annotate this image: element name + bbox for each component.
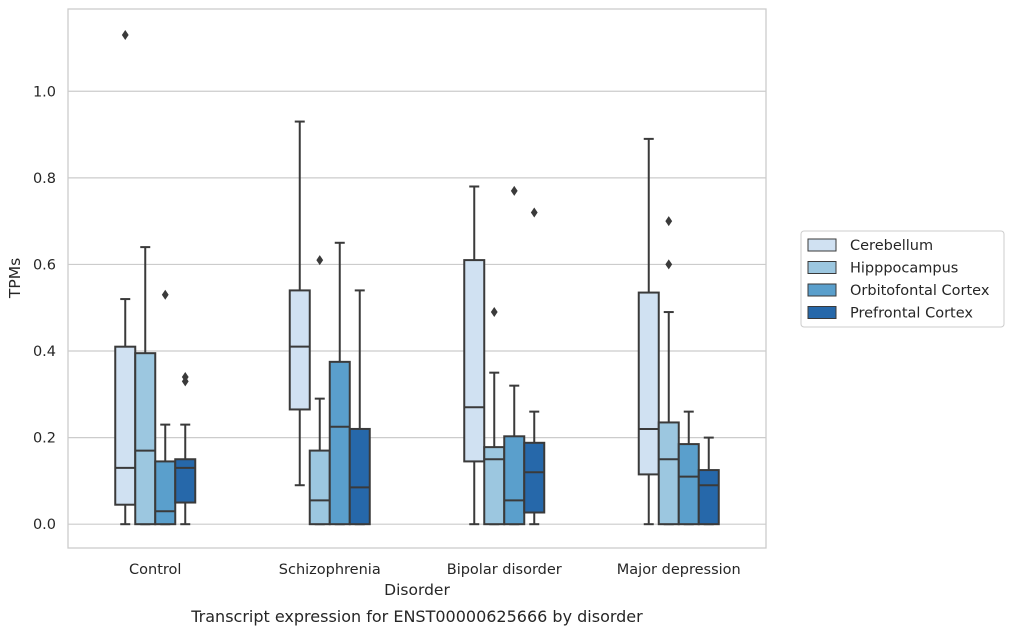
x-tick-label: Major depression [617,562,741,578]
plot-frame [67,8,767,549]
box-group [174,371,197,526]
legend-swatch [807,283,837,297]
legend-swatch [807,261,837,274]
x-tick-label: Bipolar disorder [447,562,562,578]
outlier-point [665,216,673,227]
boxes [114,29,720,526]
box-iqr [154,460,177,526]
y-tick-label: 1.0 [33,84,56,100]
box-group [288,120,311,487]
y-tick-label: 0.6 [33,257,56,273]
x-tick-labels: Control Schizophrenia Bipolar disorder Majo… [129,562,741,578]
y-tick-label: 0.0 [33,517,56,533]
box-iqr [308,449,331,526]
box-group [308,255,331,526]
box-group [637,137,660,526]
box-group [657,216,680,526]
outlier-point [121,29,129,40]
box-group [523,207,546,526]
box-group [697,436,720,526]
y-tick-label: 0.8 [33,171,56,187]
x-tick-label: Control [129,562,181,578]
box-group [328,241,351,526]
y-axis-title: TPMs [6,258,24,299]
outlier-point [530,207,538,218]
outlier-point [181,371,189,382]
box-iqr [174,458,197,504]
box-iqr [134,352,157,526]
box-group [154,289,177,526]
box-iqr [288,289,311,411]
box-iqr [697,469,720,526]
legend-label: Hipppocampus [850,261,958,277]
box-group [677,410,700,526]
y-tick-label: 0.2 [33,431,56,447]
legend-label: Orbitofontal Cortex [850,283,990,299]
x-tick-label: Schizophrenia [279,562,381,578]
box-group [348,289,371,526]
box-group [463,185,486,526]
outlier-point [161,289,169,300]
box-iqr [657,421,680,526]
box-group [134,246,157,526]
box-iqr [114,345,137,506]
legend-swatch [807,238,837,252]
chart-caption: Transcript expression for ENST0000062566… [190,607,643,626]
y-tick-label: 0.4 [33,344,56,360]
box-iqr [637,291,660,476]
box-iqr [677,443,700,526]
y-tick-labels: 0.0 0.2 0.4 0.6 0.8 1.0 [33,84,56,533]
outlier-point [665,259,673,270]
box-iqr [328,360,351,526]
legend-label: Cerebellum [850,238,933,254]
legend: Cerebellum Hipppocampus Orbitofontal Corte… [800,230,1005,328]
box-iqr [348,427,371,526]
legend-label: Prefrontal Cortex [850,306,973,322]
box-iqr [503,435,526,526]
x-axis-title: Disorder [384,581,450,599]
outlier-point [316,255,324,266]
box-iqr [523,441,546,514]
legend-swatch [807,306,837,319]
outlier-point [490,307,498,318]
legend-frame [800,230,1005,328]
box-iqr [463,259,486,463]
outlier-point [510,185,518,196]
